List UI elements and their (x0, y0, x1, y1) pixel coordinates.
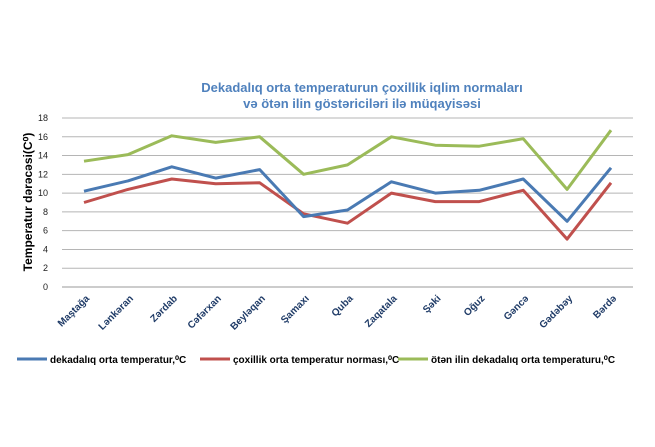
y-tick-label: 0 (43, 282, 48, 292)
legend-label-2: çoxillik orta temperatur norması,⁰C (233, 355, 399, 366)
x-tick-label: Şamaxı (279, 293, 312, 326)
chart-title-line-1: Dekadalıq orta temperaturun çoxillik iql… (201, 80, 522, 95)
series-lines (83, 129, 613, 241)
x-tick-label: Quba (330, 293, 356, 319)
x-tick-label: Lənkəran (97, 293, 136, 332)
x-tick-label: Oğuz (462, 293, 487, 318)
y-tick-label: 14 (38, 151, 48, 161)
legend-label-3: ötən ilin dekadalıq orta temperaturu,⁰C (431, 355, 615, 366)
legend-label-1: dekadalıq orta temperatur,⁰C (50, 355, 186, 366)
y-tick-label: 4 (43, 244, 48, 254)
x-tick-labels: Maştağa Lənkəran Zərdab Cəfərxan Beyləqan Şam… (56, 293, 619, 333)
chart-title-line-2: və ötən ilin göstəriciləri ilə müqayisəs… (243, 96, 481, 111)
series-line-1 (83, 165, 613, 223)
y-axis-label: Temperatur dərəcəsi(C⁰) (21, 133, 35, 272)
y-tick-labels: 0 2 4 6 8 10 12 14 16 18 (38, 113, 48, 292)
x-tick-label: Bərdə (591, 293, 619, 321)
x-tick-label: Şəki (421, 293, 443, 315)
y-tick-label: 8 (43, 207, 48, 217)
gridlines (62, 117, 633, 288)
x-tick-label: Gəncə (502, 293, 532, 323)
x-tick-label: Gədəbəy (538, 293, 576, 331)
x-tick-label: Zaqatala (363, 293, 400, 330)
y-tick-label: 12 (38, 169, 48, 179)
x-tick-label: Zərdab (149, 293, 180, 324)
x-tick-label: Maştağa (56, 293, 92, 329)
y-tick-label: 2 (43, 263, 48, 273)
legend: dekadalıq orta temperatur,⁰C çoxillik ort… (17, 355, 615, 366)
y-tick-label: 10 (38, 188, 48, 198)
x-tick-label: Cəfərxan (186, 293, 224, 331)
x-tick-label: Beyləqan (229, 293, 268, 332)
y-tick-label: 16 (38, 132, 48, 142)
y-tick-label: 6 (43, 226, 48, 236)
y-tick-label: 18 (38, 113, 48, 123)
series-line-2 (83, 177, 613, 241)
series-line-3 (83, 129, 613, 191)
